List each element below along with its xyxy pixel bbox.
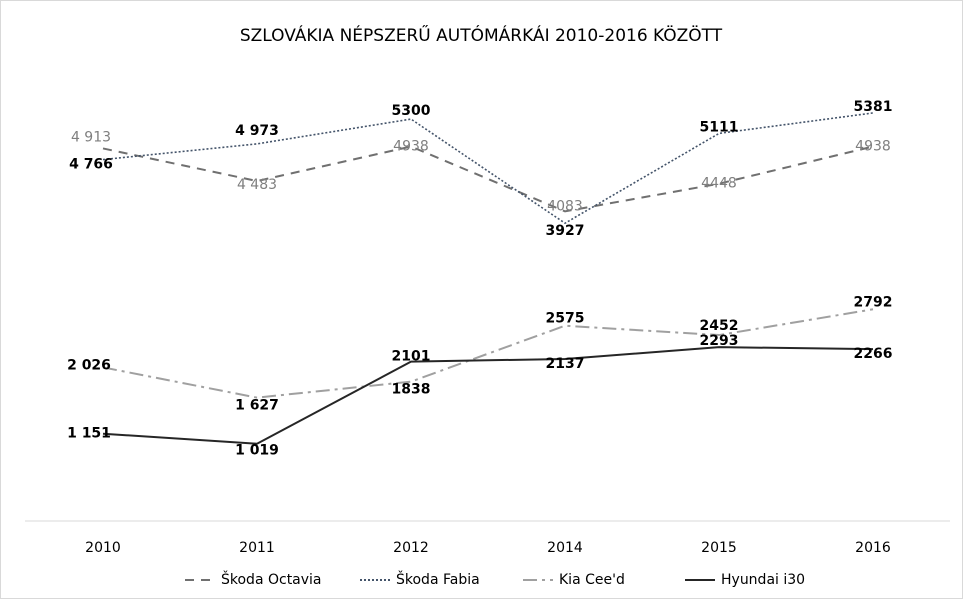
legend-label: Hyundai i30: [721, 572, 805, 588]
data-label: 5111: [700, 119, 739, 135]
data-label: 2137: [546, 356, 585, 372]
data-label: 4 483: [237, 177, 277, 193]
legend-item: Kia Cee'd: [523, 572, 625, 588]
data-label: 1 151: [67, 426, 111, 442]
x-tick-label: 2016: [855, 540, 891, 556]
data-label: 2792: [854, 294, 893, 310]
data-label: 4938: [855, 139, 891, 155]
data-label: 2 026: [67, 357, 111, 373]
data-label: 3927: [546, 223, 585, 239]
data-label: 1 019: [235, 443, 279, 459]
data-label: 5300: [392, 103, 431, 119]
data-label: 4 973: [235, 123, 279, 139]
data-label: 1838: [392, 382, 431, 398]
x-tick-label: 2014: [547, 540, 583, 556]
series-line: [102, 145, 874, 213]
legend-item: Hyundai i30: [685, 572, 805, 588]
chart-title: SZLOVÁKIA NÉPSZERŰ AUTÓMÁRKÁI 2010-2016 …: [240, 24, 723, 46]
legend-item: Škoda Fabia: [360, 570, 480, 588]
data-label: 2266: [854, 346, 893, 362]
data-label: 2575: [546, 311, 585, 327]
x-tick-label: 2011: [239, 540, 275, 556]
legend-label: Kia Cee'd: [559, 572, 625, 588]
data-label: 4083: [547, 198, 583, 214]
data-label: 2452: [700, 318, 739, 334]
x-tick-label: 2015: [701, 540, 737, 556]
data-label: 5381: [854, 99, 893, 115]
data-label: 4 913: [71, 129, 111, 145]
data-label: 2101: [392, 349, 431, 365]
x-tick-label: 2010: [85, 540, 121, 556]
data-label: 1 627: [235, 398, 279, 414]
data-label: 4938: [393, 139, 429, 155]
legend-label: Škoda Octavia: [221, 570, 322, 588]
series-line: [102, 308, 874, 399]
data-label: 2293: [700, 333, 739, 349]
legend-item: Škoda Octavia: [185, 570, 322, 588]
data-label: 4 766: [69, 157, 113, 173]
x-tick-label: 2012: [393, 540, 429, 556]
data-label: 4448: [701, 176, 737, 192]
legend-label: Škoda Fabia: [396, 570, 480, 588]
series-line: [102, 112, 874, 225]
series-line: [102, 346, 874, 445]
